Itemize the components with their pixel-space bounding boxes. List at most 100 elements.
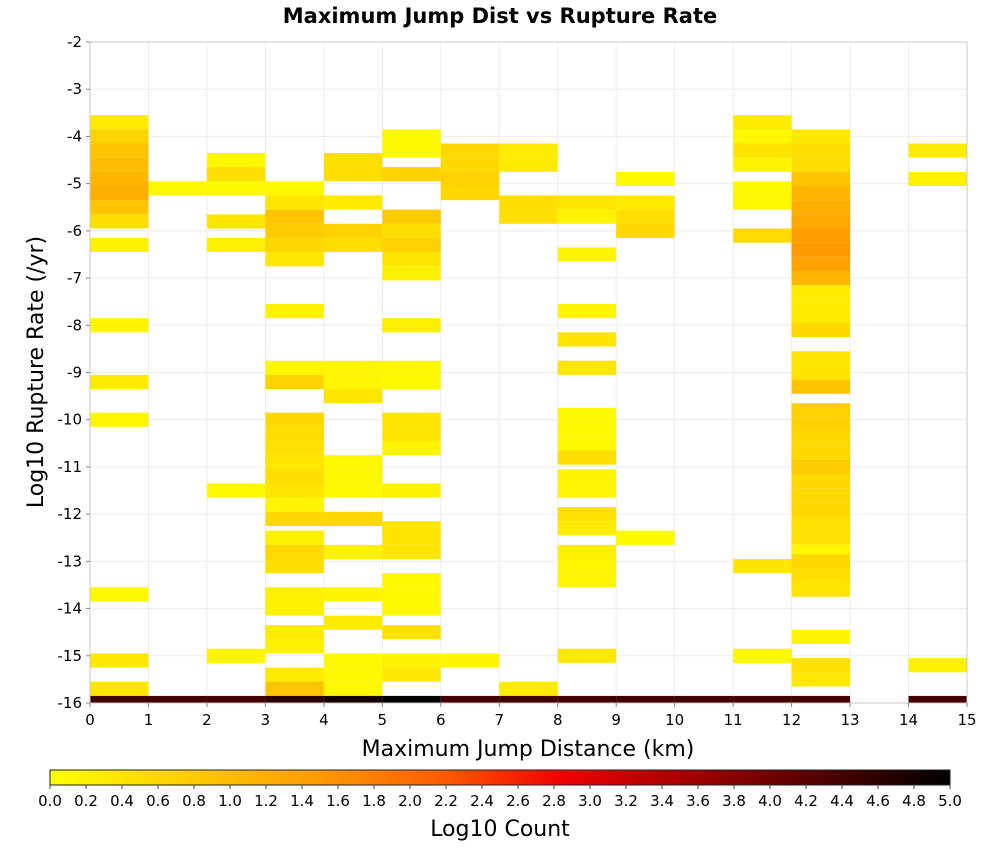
y-tick-label: -11: [58, 458, 83, 476]
heatmap-cell: [148, 181, 207, 196]
colorbar-tick-label: 4.4: [830, 792, 854, 810]
heatmap-cell: [265, 426, 324, 441]
heatmap-cell: [206, 695, 266, 703]
heatmap-cell: [908, 171, 967, 187]
heatmap-cell: [382, 440, 441, 456]
heatmap-cell: [382, 426, 441, 441]
y-tick-label: -16: [58, 694, 83, 712]
heatmap-cell: [791, 228, 851, 243]
colorbar-tick-label: 1.8: [362, 792, 386, 810]
heatmap-cell: [382, 653, 441, 668]
heatmap-cell: [265, 195, 324, 210]
heatmap-cell: [90, 200, 149, 215]
heatmap-cell: [265, 530, 324, 545]
colorbar-tick-label: 1.0: [218, 792, 242, 810]
heatmap-cell: [440, 143, 500, 158]
heatmap-cell: [733, 115, 792, 130]
heatmap-cell: [557, 521, 617, 536]
heatmap-cell: [206, 167, 266, 182]
heatmap-cell: [265, 181, 324, 196]
heatmap-cell: [382, 625, 441, 640]
heatmap-cell: [499, 681, 558, 696]
heatmap-cell: [499, 695, 558, 703]
heatmap-cell: [791, 403, 851, 418]
heatmap-cell: [557, 209, 617, 224]
heatmap-cell: [148, 695, 207, 703]
heatmap-cell: [265, 511, 324, 526]
heatmap-cell: [323, 681, 383, 696]
x-axis-label: Maximum Jump Distance (km): [362, 737, 695, 762]
heatmap-cell: [323, 223, 383, 238]
heatmap-cell: [791, 299, 851, 314]
x-tick-label: 11: [724, 711, 743, 729]
y-axis-ticks: -2 -3 -4 -5 -6 -7 -8 -9 -10 -11 -12 -13 -14 -15 -16: [58, 33, 90, 712]
heatmap-cell: [323, 167, 383, 182]
heatmap-cell: [557, 648, 617, 663]
heatmap-cell: [90, 115, 149, 130]
heatmap-cell: [791, 431, 851, 446]
heatmap-cell: [733, 228, 792, 243]
heatmap-cell: [90, 695, 149, 703]
heatmap-cell: [90, 186, 149, 201]
heatmap-cell: [557, 573, 617, 588]
x-tick-label: 0: [85, 711, 95, 729]
heatmap-cell: [382, 167, 441, 182]
heatmap-cell: [382, 374, 441, 390]
colorbar-tick-label: 3.4: [650, 792, 674, 810]
chart-title: Maximum Jump Dist vs Rupture Rate: [283, 4, 717, 28]
heatmap-cell: [90, 129, 149, 144]
heatmap-cell: [791, 270, 851, 286]
heatmap-cell: [323, 374, 383, 390]
heatmap-cell: [90, 143, 149, 158]
heatmap-cell: [791, 171, 851, 187]
heatmap-cell: [616, 195, 675, 210]
heatmap-cell: [90, 653, 149, 668]
x-axis-ticks: 0 1 2 3 4 5 6 7 8 9 10 11 12 13 14 15: [85, 703, 977, 729]
heatmap-cell: [674, 695, 734, 703]
heatmap-cell: [557, 507, 617, 522]
heatmap-cell: [382, 237, 441, 253]
heatmap-cell: [265, 304, 324, 319]
colorbar-tick-label: 1.4: [290, 792, 314, 810]
heatmap-cell: [557, 195, 617, 210]
heatmap-cell: [616, 171, 675, 187]
heatmap-cell: [791, 445, 851, 460]
heatmap-cell: [382, 544, 441, 559]
heatmap-cell: [206, 237, 266, 253]
heatmap-cell: [206, 152, 266, 168]
heatmap-cell: [733, 157, 792, 172]
colorbar: [49, 769, 951, 786]
heatmap-cell: [323, 544, 383, 559]
heatmap-cell: [382, 695, 441, 703]
colorbar-tick-label: 2.2: [434, 792, 458, 810]
heatmap-cell: [265, 544, 324, 559]
colorbar-tick-label: 1.2: [254, 792, 278, 810]
heatmap-cell: [265, 209, 324, 224]
y-tick-label: -9: [67, 364, 82, 382]
colorbar-tick-label: 0.2: [74, 792, 98, 810]
heatmap-cell: [499, 209, 558, 224]
colorbar-tick-label: 3.0: [578, 792, 602, 810]
heatmap-cell: [499, 143, 558, 158]
heatmap-cell: [90, 318, 149, 333]
heatmap-cell: [265, 695, 324, 703]
colorbar-tick-label: 3.6: [686, 792, 710, 810]
y-tick-label: -8: [67, 316, 82, 334]
heatmap-cell: [440, 695, 500, 703]
heatmap-cell: [557, 469, 617, 484]
heatmap-cell: [90, 412, 149, 427]
heatmap-cell: [616, 695, 675, 703]
heatmap-cell: [265, 455, 324, 470]
heatmap-cell: [791, 554, 851, 569]
y-axis-label: Log10 Rupture Rate (/yr): [24, 236, 49, 508]
heatmap-cell: [382, 530, 441, 545]
x-tick-label: 13: [841, 711, 860, 729]
heatmap-cell: [323, 195, 383, 210]
heatmap-cell: [90, 157, 149, 172]
heatmap-cell: [557, 422, 617, 437]
colorbar-tick-label: 3.2: [614, 792, 638, 810]
heatmap-cell: [382, 573, 441, 588]
y-tick-label: -10: [58, 411, 83, 429]
heatmap-cell: [265, 601, 324, 616]
